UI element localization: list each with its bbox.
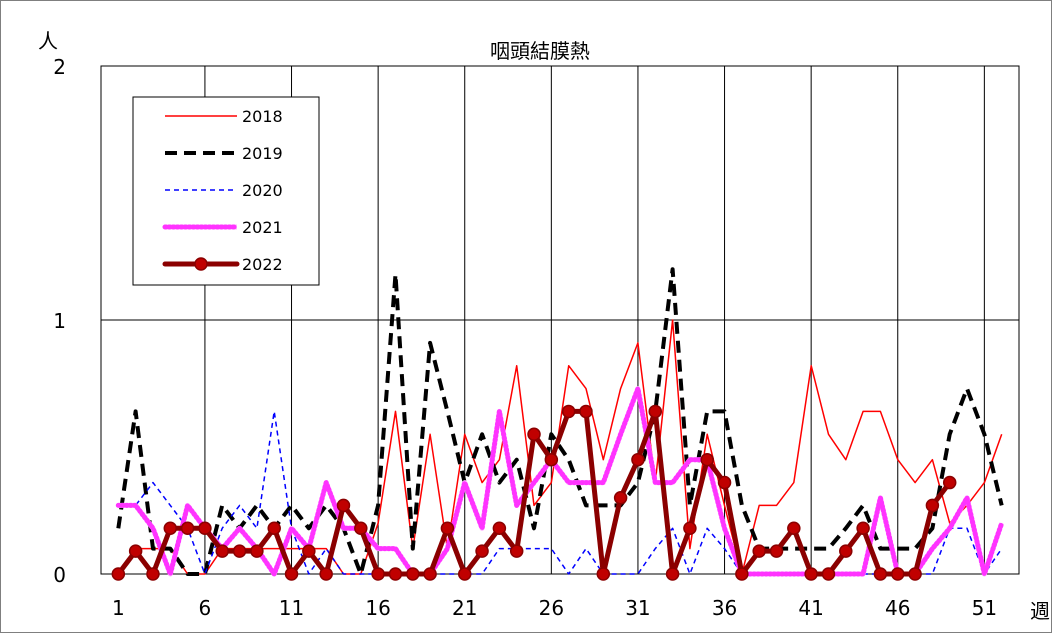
chart-title: 咽頭結膜熱 bbox=[490, 39, 590, 63]
series-2021 bbox=[115, 386, 1005, 577]
data-point bbox=[111, 567, 126, 581]
data-point bbox=[735, 567, 749, 581]
series-line bbox=[115, 386, 1005, 577]
legend-item-2018: 2018 bbox=[165, 107, 283, 126]
data-point bbox=[284, 567, 299, 581]
data-point bbox=[700, 452, 714, 467]
data-point bbox=[250, 544, 264, 558]
series-line bbox=[117, 319, 1003, 575]
data-point bbox=[371, 567, 385, 581]
data-point bbox=[891, 567, 905, 581]
data-point bbox=[787, 521, 801, 536]
legend-label: 2019 bbox=[242, 144, 283, 163]
data-point bbox=[856, 521, 870, 536]
legend-label: 2018 bbox=[242, 107, 283, 126]
series-2019 bbox=[116, 267, 1004, 576]
data-point bbox=[873, 567, 888, 581]
data-point bbox=[267, 521, 281, 536]
data-point bbox=[336, 498, 351, 513]
x-tick-label: 41 bbox=[798, 596, 823, 620]
data-point bbox=[180, 521, 195, 536]
data-point bbox=[717, 475, 732, 490]
x-tick-label: 6 bbox=[199, 596, 212, 620]
legend-label: 2022 bbox=[242, 255, 283, 274]
data-point bbox=[942, 475, 957, 490]
x-tick-label: 1 bbox=[112, 596, 125, 620]
x-tick-label: 46 bbox=[885, 596, 910, 620]
data-point bbox=[648, 404, 663, 419]
legend-item-2022: 2022 bbox=[162, 255, 283, 274]
data-point bbox=[509, 544, 524, 558]
data-point bbox=[665, 567, 680, 581]
x-tick-label: 21 bbox=[452, 596, 477, 620]
data-point bbox=[215, 544, 229, 558]
x-tick-label: 26 bbox=[539, 596, 564, 620]
data-point bbox=[319, 567, 333, 581]
data-point bbox=[163, 521, 178, 536]
y-tick-label: 2 bbox=[53, 55, 66, 79]
x-tick-label: 16 bbox=[365, 596, 390, 620]
legend-box bbox=[132, 96, 320, 286]
data-point bbox=[354, 521, 368, 536]
series-2022 bbox=[111, 404, 957, 581]
series-2018 bbox=[117, 319, 1003, 575]
legend-item-2020: 2020 bbox=[165, 181, 283, 200]
data-point bbox=[544, 452, 559, 467]
x-tick-label: 36 bbox=[712, 596, 737, 620]
data-point bbox=[198, 521, 212, 536]
x-tick-label: 31 bbox=[625, 596, 650, 620]
legend: 2018 2019 2020 2021 2022 bbox=[132, 96, 320, 286]
x-tick-label: 51 bbox=[972, 596, 997, 620]
data-point bbox=[475, 544, 489, 558]
data-point bbox=[839, 544, 853, 558]
legend-marker bbox=[194, 257, 208, 271]
data-point bbox=[908, 567, 922, 581]
data-point bbox=[683, 521, 697, 536]
data-point bbox=[406, 567, 420, 581]
data-point bbox=[440, 521, 455, 536]
data-point bbox=[769, 544, 784, 558]
data-point bbox=[804, 567, 818, 581]
data-point bbox=[302, 544, 316, 558]
data-point bbox=[128, 544, 143, 558]
series-layer bbox=[111, 267, 1005, 581]
data-point bbox=[388, 567, 403, 581]
data-point bbox=[579, 404, 593, 419]
data-point bbox=[146, 567, 160, 581]
y-tick-label: 1 bbox=[53, 309, 66, 333]
legend-item-2019: 2019 bbox=[165, 144, 283, 163]
data-point bbox=[613, 491, 628, 505]
data-point bbox=[423, 567, 437, 581]
data-point bbox=[232, 544, 247, 558]
y-axis-label: 人 bbox=[38, 29, 58, 53]
data-point bbox=[925, 498, 940, 513]
data-point bbox=[821, 567, 836, 581]
data-point bbox=[492, 521, 507, 536]
legend-label: 2021 bbox=[242, 218, 283, 237]
series-line bbox=[116, 267, 1004, 576]
y-tick-label: 0 bbox=[53, 563, 66, 587]
legend-item-2021: 2021 bbox=[162, 218, 283, 237]
data-point bbox=[631, 452, 645, 467]
data-point bbox=[561, 404, 576, 419]
data-point bbox=[457, 567, 472, 581]
x-tick-label: 11 bbox=[279, 596, 304, 620]
data-point bbox=[752, 544, 766, 558]
data-point bbox=[527, 427, 541, 442]
x-axis-label: 週 bbox=[1030, 599, 1050, 623]
legend-label: 2020 bbox=[242, 181, 283, 200]
data-point bbox=[596, 567, 611, 581]
